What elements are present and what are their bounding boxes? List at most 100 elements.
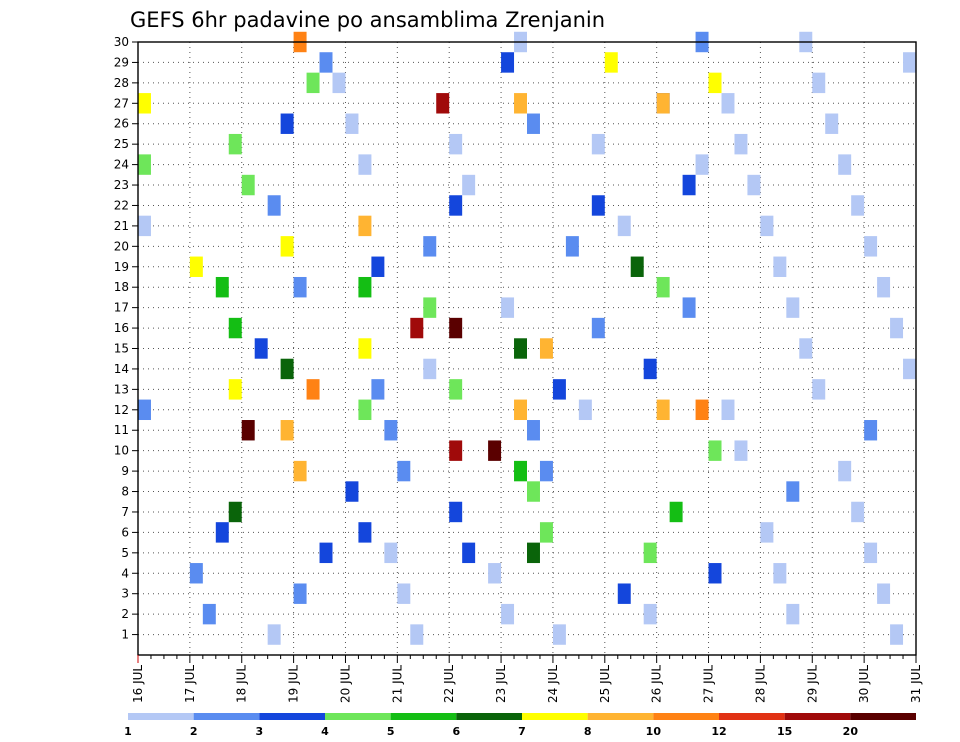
x-tick-label: 29 JUL <box>805 665 819 703</box>
heatmap-cell <box>397 460 411 482</box>
heatmap-cell <box>138 154 151 175</box>
y-tick-label: 19 <box>114 260 129 274</box>
heatmap-cell <box>306 379 320 400</box>
x-tick-label: 26 JUL <box>650 665 664 703</box>
heatmap-cell <box>721 93 735 114</box>
legend-swatch <box>850 713 916 720</box>
heatmap-cell <box>384 420 398 441</box>
y-tick-label: 30 <box>114 35 129 49</box>
heatmap-cell <box>358 276 372 298</box>
heatmap-cell <box>371 256 385 277</box>
heatmap-cell <box>669 501 683 523</box>
y-tick-label: 28 <box>114 76 129 90</box>
x-tick-label: 21 JUL <box>390 665 404 703</box>
heatmap-cell <box>851 501 865 523</box>
heatmap-cell <box>215 276 229 298</box>
heatmap-cell <box>799 338 813 359</box>
heatmap-cell <box>539 338 553 359</box>
legend-swatch <box>784 713 851 720</box>
heatmap-cell <box>527 542 540 564</box>
y-tick-label: 27 <box>114 96 129 110</box>
heatmap-cell <box>358 399 372 421</box>
heatmap-cell <box>280 358 294 380</box>
heatmap-cell <box>617 215 631 237</box>
legend-swatch <box>325 713 391 720</box>
y-tick-label: 25 <box>114 137 129 151</box>
y-tick-label: 21 <box>114 219 129 233</box>
heatmap-cell <box>384 542 398 564</box>
heatmap-cell <box>604 52 618 73</box>
heatmap-cell <box>643 542 657 564</box>
heatmap-cell <box>708 440 722 461</box>
heatmap-cell <box>539 522 553 543</box>
x-tick-label: 27 JUL <box>702 665 716 703</box>
heatmap-cell <box>527 481 540 502</box>
y-tick-label: 23 <box>114 178 129 192</box>
legend-swatch <box>719 713 785 720</box>
legend-swatch <box>193 713 260 720</box>
heatmap-cell <box>306 72 320 94</box>
heatmap-cell <box>656 276 670 298</box>
heatmap-cell <box>695 399 709 421</box>
heatmap-cell <box>825 113 839 134</box>
heatmap-cell <box>254 338 268 359</box>
heatmap-cell <box>877 276 891 298</box>
heatmap-cell <box>228 379 242 400</box>
heatmap-cell <box>358 154 372 175</box>
legend-swatch <box>653 713 719 720</box>
heatmap-cell <box>358 338 372 359</box>
heatmap-cell <box>527 420 540 441</box>
legend-label: 5 <box>387 725 395 738</box>
heatmap-cell <box>539 460 553 482</box>
heatmap-cell <box>449 317 463 339</box>
heatmap-cell <box>695 154 709 175</box>
legend-label: 10 <box>646 725 662 738</box>
heatmap-cell <box>565 236 579 257</box>
heatmap-cell <box>812 379 826 400</box>
heatmap-cell <box>851 195 865 216</box>
heatmap-cell <box>773 256 787 277</box>
heatmap-cell <box>488 563 502 584</box>
heatmap-cell <box>643 603 657 625</box>
heatmap-cell <box>501 603 515 625</box>
heatmap-cell <box>189 256 203 277</box>
legend-swatch <box>259 713 325 720</box>
chart-title: GEFS 6hr padavine po ansamblima Zrenjani… <box>130 8 605 32</box>
y-tick-label: 13 <box>114 382 129 396</box>
heatmap-cell <box>708 563 722 584</box>
heatmap-cell <box>449 133 463 155</box>
heatmap-cell <box>721 399 735 421</box>
heatmap-cell <box>138 215 151 237</box>
x-tick-label: 28 JUL <box>753 665 767 703</box>
y-tick-label: 14 <box>114 362 129 376</box>
x-tick-label: 18 JUL <box>235 665 249 703</box>
heatmap-cell <box>280 236 294 257</box>
legend-label: 7 <box>518 725 526 738</box>
heatmap-cell <box>501 52 515 73</box>
heatmap-cell <box>319 52 333 73</box>
heatmap-cell <box>423 297 437 318</box>
heatmap-cell <box>552 624 566 645</box>
heatmap-cell <box>552 379 566 400</box>
legend-label: 15 <box>777 725 792 738</box>
y-tick-label: 3 <box>121 587 129 601</box>
heatmap-cell <box>760 522 774 543</box>
x-tick-label: 16 JUL <box>131 665 145 703</box>
legend-label: 6 <box>453 725 461 738</box>
x-tick-label: 31 JUL <box>909 665 923 703</box>
y-axis: 1234567891011121314151617181920212223242… <box>114 35 138 642</box>
legend-swatch <box>128 713 194 720</box>
y-tick-label: 26 <box>114 117 129 131</box>
legend-swatch <box>390 713 457 720</box>
heatmap-cell <box>410 624 424 645</box>
heatmap-cell <box>747 174 761 196</box>
heatmap-cell <box>786 481 800 502</box>
heatmap-cell <box>462 174 476 196</box>
heatmap-cell <box>786 297 800 318</box>
y-tick-label: 2 <box>121 607 129 621</box>
x-tick-label: 22 JUL <box>442 665 456 703</box>
heatmap-cell <box>591 133 605 155</box>
heatmap-cell <box>591 317 605 339</box>
heatmap-cell <box>215 522 229 543</box>
heatmap-cell <box>734 440 748 461</box>
